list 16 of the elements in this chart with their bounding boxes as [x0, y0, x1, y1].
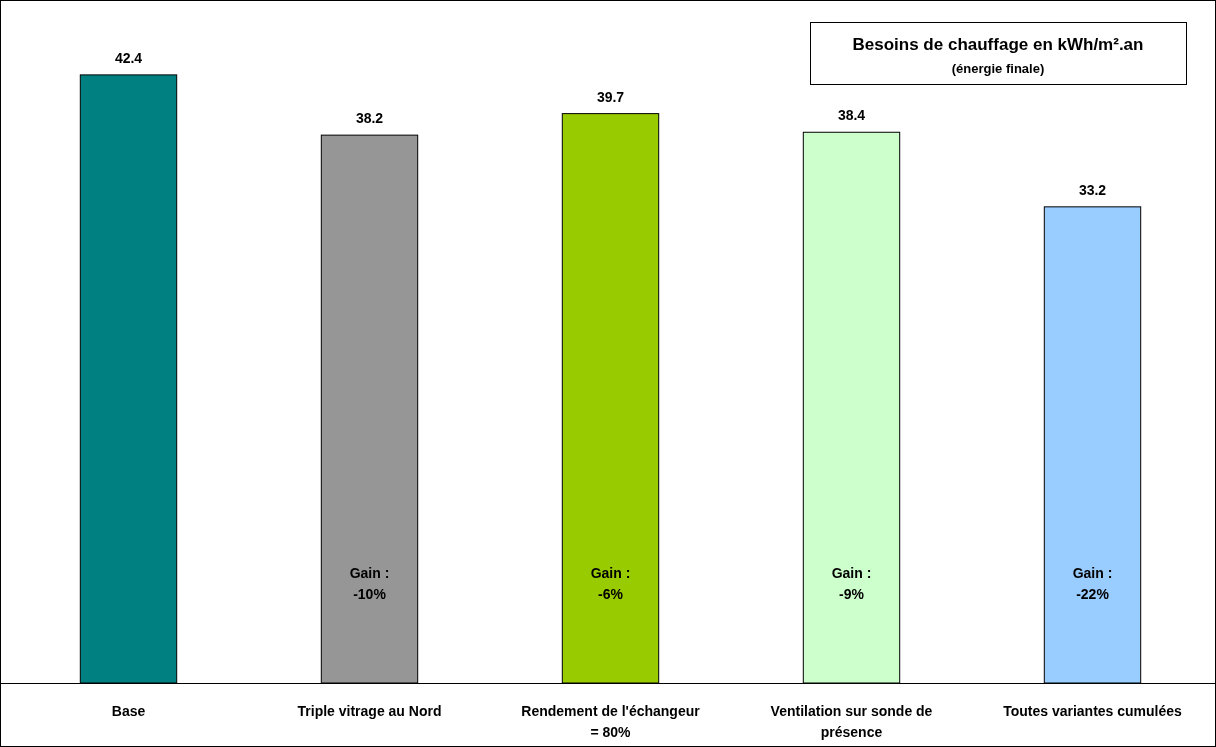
data-label: 39.7 — [596, 88, 625, 105]
data-label: 38.4 — [837, 107, 866, 124]
data-label: 33.2 — [1078, 181, 1107, 198]
annotation: Gain : -6% — [590, 564, 631, 602]
annotation: Gain : -10% — [349, 564, 390, 602]
annotation: Gain : -22% — [1072, 564, 1113, 602]
x-tick-label: Base — [111, 703, 146, 719]
data-label: 38.2 — [355, 110, 384, 127]
annotation: Gain : -9% — [831, 564, 872, 602]
x-tick-label: Ventilation sur sonde de présence — [770, 703, 933, 740]
chart-subtitle: (énergie finale) — [951, 61, 1045, 76]
x-tick-label: Toutes variantes cumulées — [1003, 703, 1183, 719]
chart-title: Besoins de chauffage en kWh/m².an — [852, 35, 1144, 54]
x-tick-label: Triple vitrage au Nord — [297, 703, 442, 719]
data-label: 42.4 — [114, 49, 143, 66]
x-tick-label: Rendement de l'échangeur = 80% — [521, 703, 701, 740]
